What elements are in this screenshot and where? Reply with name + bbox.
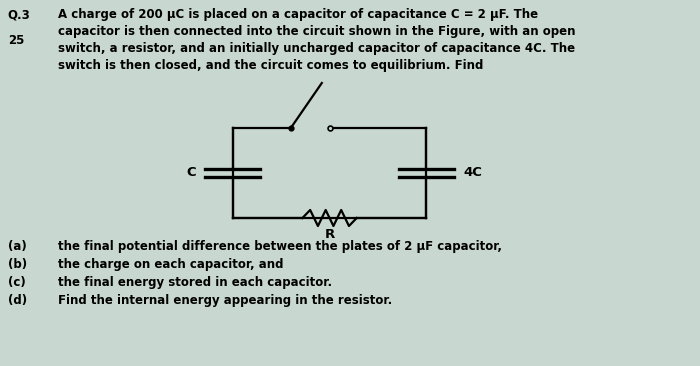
- Text: C: C: [186, 167, 196, 179]
- Text: A charge of 200 μC is placed on a capacitor of capacitance C = 2 μF. The
capacit: A charge of 200 μC is placed on a capaci…: [58, 8, 575, 72]
- Text: (b): (b): [8, 258, 27, 271]
- Text: 25: 25: [8, 34, 24, 47]
- Text: the final energy stored in each capacitor.: the final energy stored in each capacito…: [58, 276, 332, 289]
- Text: (c): (c): [8, 276, 25, 289]
- Text: Q.3: Q.3: [8, 8, 31, 21]
- Text: Find the internal energy appearing in the resistor.: Find the internal energy appearing in th…: [58, 294, 393, 307]
- Text: the final potential difference between the plates of 2 μF capacitor,: the final potential difference between t…: [58, 240, 502, 253]
- Text: R: R: [324, 228, 335, 241]
- Text: (d): (d): [8, 294, 27, 307]
- Text: the charge on each capacitor, and: the charge on each capacitor, and: [58, 258, 284, 271]
- Text: (a): (a): [8, 240, 27, 253]
- Text: 4C: 4C: [463, 167, 482, 179]
